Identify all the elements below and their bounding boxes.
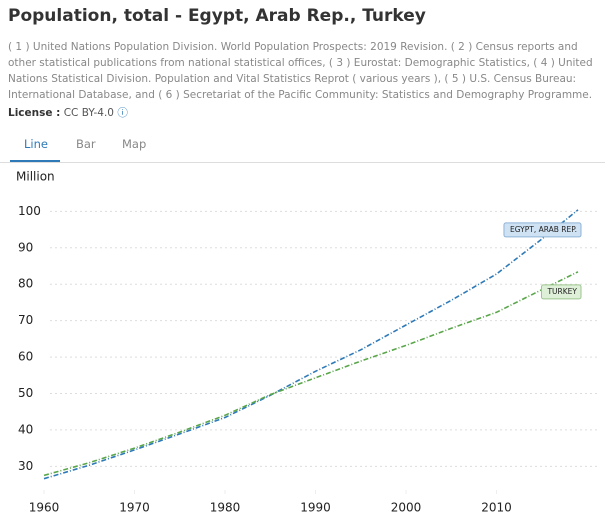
series-tag: EGYPT, ARAB REP. <box>503 222 582 238</box>
y-tick-label: 50 <box>18 386 33 400</box>
license: License : CC BY-4.0 ⓘ <box>8 105 128 120</box>
x-tick-label: 1980 <box>210 501 241 515</box>
tab[interactable]: Line <box>24 137 48 151</box>
tab[interactable]: Bar <box>76 137 96 151</box>
y-tick-label: 60 <box>18 350 33 364</box>
tab[interactable]: Map <box>122 137 147 151</box>
y-tick-label: 90 <box>18 240 33 254</box>
x-tick-label: 1990 <box>300 501 331 515</box>
y-tick-label: 70 <box>18 313 33 327</box>
y-tick-label: 80 <box>18 277 33 291</box>
y-tick-label: 40 <box>18 422 33 436</box>
source-note: ( 1 ) United Nations Population Division… <box>8 41 593 101</box>
active-tab-indicator <box>10 160 60 162</box>
series-tag-box <box>503 222 582 238</box>
page-title: Population, total - Egypt, Arab Rep., Tu… <box>8 6 426 26</box>
series-tag-box <box>540 284 582 300</box>
series-tag-label: EGYPT, ARAB REP. <box>510 225 577 234</box>
x-tick-label: 1960 <box>29 501 60 515</box>
tab-bar: Line Bar Map <box>0 126 605 163</box>
x-tick-label: 2010 <box>481 501 512 515</box>
series-line <box>43 209 579 480</box>
y-tick-label: 100 <box>18 204 41 218</box>
series-tag: TURKEY <box>540 284 582 300</box>
license-label: License : <box>8 107 61 119</box>
x-tick-label: 1970 <box>119 501 150 515</box>
chart: Million 30 40 50 60 70 80 90 100 1960 1970 1980 199… <box>16 170 600 515</box>
info-icon[interactable]: ⓘ <box>117 107 128 119</box>
license-value[interactable]: CC BY-4.0 <box>63 107 114 119</box>
y-tick-label: 30 <box>18 459 33 473</box>
series-tag-label: TURKEY <box>546 287 577 296</box>
x-tick-label: 2000 <box>391 501 422 515</box>
y-axis-label: Million <box>16 170 55 184</box>
series-line <box>43 271 579 477</box>
